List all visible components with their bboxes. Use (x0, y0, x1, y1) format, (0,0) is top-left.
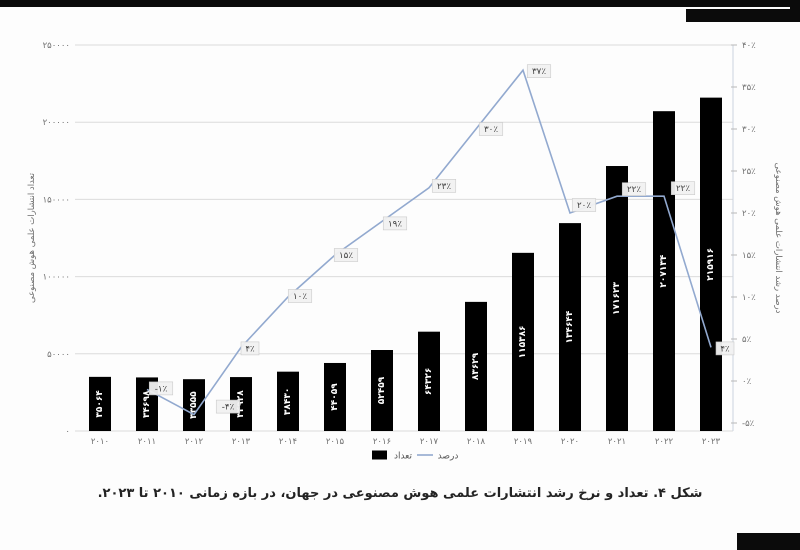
growth-label: ۴٪ (245, 344, 255, 354)
bar-value-label: ۳۳۵۵۵ (189, 391, 199, 419)
growth-label: ۲۳٪ (437, 182, 451, 192)
growth-label: ۱۰٪ (293, 292, 307, 302)
legend-swatch-count (372, 450, 387, 460)
bar-value-label: ۳۸۴۳۰ (283, 388, 293, 415)
x-axis-year-label: ۲۰۱۴ (279, 437, 297, 447)
growth-label-box (148, 381, 174, 396)
growth-label: ۲۲٪ (627, 185, 641, 195)
right-axis-tick-label: ۲۰٪ (742, 209, 756, 219)
right-axis-tick-label: ۱۰٪ (742, 293, 756, 303)
bar-value-label: ۲۰۷۱۳۴ (659, 254, 669, 287)
growth-label: ۱۵٪ (339, 251, 353, 261)
bar-value-label: ۲۱۵۹۱۶ (706, 248, 716, 281)
bar-value-label: ۳۴۶۹۸ (142, 390, 152, 418)
growth-label-box (715, 341, 735, 356)
x-axis-year-label: ۲۰۱۵ (326, 437, 345, 447)
x-axis-year-label: ۲۰۱۱ (138, 437, 156, 447)
bar-2013 (230, 377, 252, 431)
bar-value-label: ۱۳۴۶۴۴ (565, 310, 575, 343)
bar-2022 (653, 111, 675, 431)
left-axis-tick-label: ۲۰۰۰۰۰ (43, 118, 70, 128)
growth-label: ۱۹٪ (388, 219, 402, 229)
growth-label-box (670, 181, 696, 195)
x-axis-year-label: ۲۰۲۱ (608, 437, 626, 447)
left-axis-tick-label: ۵۰۰۰۰ (47, 350, 70, 360)
bar-2017 (418, 331, 440, 431)
left-axis-tick-label: ۱۰۰۰۰۰ (43, 273, 70, 283)
left-axis-tick-label: ۰ (65, 427, 70, 437)
right-axis-tick-label: ۳۰٪ (742, 125, 756, 135)
bar-value-label: ۸۳۶۲۹ (471, 352, 481, 380)
bar-2019 (512, 252, 534, 431)
growth-label: ۳۰٪ (484, 125, 498, 135)
bar-value-label: ۴۴۰۵۹ (330, 383, 340, 411)
bar-value-label: ۱۱۵۳۸۶ (518, 325, 528, 358)
growth-label-box (382, 216, 408, 231)
growth-label-box (478, 122, 504, 136)
right-axis-tick-label: ۲۵٪ (742, 167, 756, 177)
right-axis-tick-label: ۱۵٪ (742, 251, 756, 261)
x-axis-year-label: ۲۰۱۹ (514, 437, 533, 447)
x-axis-year-label: ۲۰۲۲ (655, 437, 674, 447)
bar-value-label: ۳۵۰۶۴ (95, 390, 105, 418)
growth-label: ۴٪ (720, 344, 730, 354)
growth-label-box (215, 399, 241, 414)
bar-2012 (183, 379, 205, 431)
x-axis-year-label: ۲۰۱۰ (91, 437, 109, 447)
growth-label-box (571, 198, 597, 212)
growth-label: ۲۰٪ (577, 201, 591, 211)
bar-value-label: ۶۴۳۲۶ (424, 368, 434, 395)
legend-label-count: تعداد (394, 452, 413, 462)
bar-2021 (606, 166, 628, 431)
page-corner-top-right (686, 0, 800, 22)
right-axis-tick-label: -۵٪ (742, 419, 755, 429)
bar-2014 (277, 371, 299, 431)
bar-2015 (324, 362, 346, 431)
right-axis-tick-label: ۰٪ (742, 377, 752, 387)
x-axis-year-label: ۲۰۲۰ (561, 437, 579, 447)
growth-label: -۱٪ (155, 384, 168, 394)
growth-label-box (526, 64, 552, 78)
page-corner-bottom-right (737, 533, 800, 550)
growth-label-box (287, 289, 313, 303)
growth-label-box (621, 182, 647, 196)
x-axis-year-label: ۲۰۱۷ (420, 437, 439, 447)
right-axis-tick-label: ۴۰٪ (742, 41, 756, 51)
growth-label: ۲۲٪ (676, 184, 690, 194)
x-axis-year-label: ۲۰۱۳ (232, 437, 251, 447)
left-axis-tick-label: ۱۵۰۰۰۰ (43, 195, 70, 205)
right-axis-title: درصد رشد انتشارات علمی هوش مصنوعی (773, 163, 783, 314)
bar-value-label: ۳۴۹۲۸ (236, 390, 246, 418)
x-axis-year-label: ۲۰۱۸ (467, 437, 486, 447)
bar-value-label: ۵۲۴۵۹ (377, 376, 387, 404)
x-axis-year-label: ۲۰۲۳ (702, 437, 721, 447)
left-axis-title: تعداد انتشارات علمی هوش مصنوعی (27, 172, 37, 303)
page-edge-top (0, 0, 800, 7)
right-axis-tick-label: ۵٪ (742, 335, 752, 345)
bar-value-label: ۱۷۱۶۲۳ (612, 282, 622, 315)
growth-label: ۳۷٪ (532, 67, 546, 77)
legend-label-percent: درصد (438, 452, 459, 462)
bar-2010 (89, 376, 111, 431)
growth-label-box (333, 248, 359, 262)
right-axis-tick-label: ۳۵٪ (742, 83, 756, 93)
bar-2016 (371, 350, 393, 431)
left-axis-tick-label: ۲۵۰۰۰۰ (43, 41, 70, 51)
figure-caption: شکل ۴. تعداد و نرخ رشد انتشارات علمی هوش… (97, 486, 703, 501)
growth-label: -۴٪ (222, 403, 235, 413)
x-axis-year-label: ۲۰۱۲ (185, 437, 204, 447)
bar-2018 (465, 301, 487, 431)
bar-2020 (559, 223, 581, 431)
growth-label-box (431, 179, 457, 193)
ai-publications-chart: ۰ ۵۰۰۰۰ ۱۰۰۰۰۰ ۱۵۰۰۰۰ ۲۰۰۰۰۰ ۲۵۰۰۰۰ -۵٪ ۰٪ ۵٪ ۱۰٪… (27, 41, 783, 462)
growth-label-box (240, 341, 260, 356)
x-axis-year-label: ۲۰۱۶ (373, 437, 391, 447)
